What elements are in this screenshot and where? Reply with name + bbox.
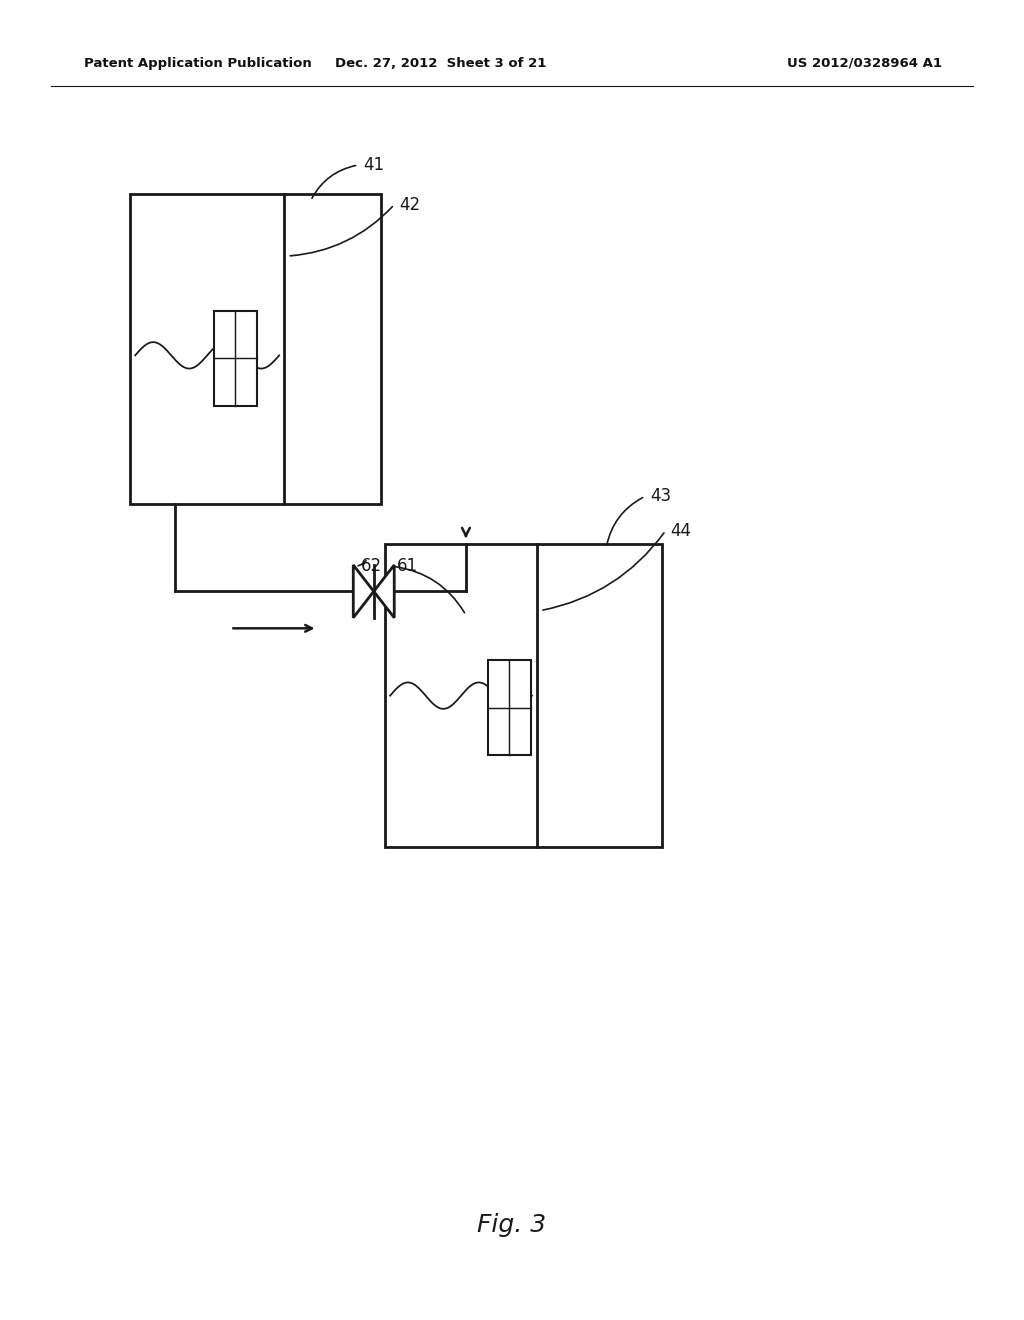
Text: 44: 44 — [671, 521, 692, 540]
Bar — [130, 194, 381, 504]
Polygon shape — [353, 565, 374, 618]
Text: 43: 43 — [650, 487, 672, 506]
Text: 61: 61 — [397, 557, 419, 576]
Text: 42: 42 — [399, 195, 421, 214]
Text: Fig. 3: Fig. 3 — [477, 1213, 547, 1237]
Text: Dec. 27, 2012  Sheet 3 of 21: Dec. 27, 2012 Sheet 3 of 21 — [335, 57, 546, 70]
Text: 41: 41 — [364, 156, 385, 174]
Text: Patent Application Publication: Patent Application Publication — [84, 57, 311, 70]
Bar — [385, 544, 662, 847]
Polygon shape — [374, 565, 394, 618]
Bar — [214, 312, 257, 407]
Text: US 2012/0328964 A1: US 2012/0328964 A1 — [787, 57, 942, 70]
Text: 62: 62 — [360, 557, 382, 576]
Bar — [487, 660, 530, 755]
